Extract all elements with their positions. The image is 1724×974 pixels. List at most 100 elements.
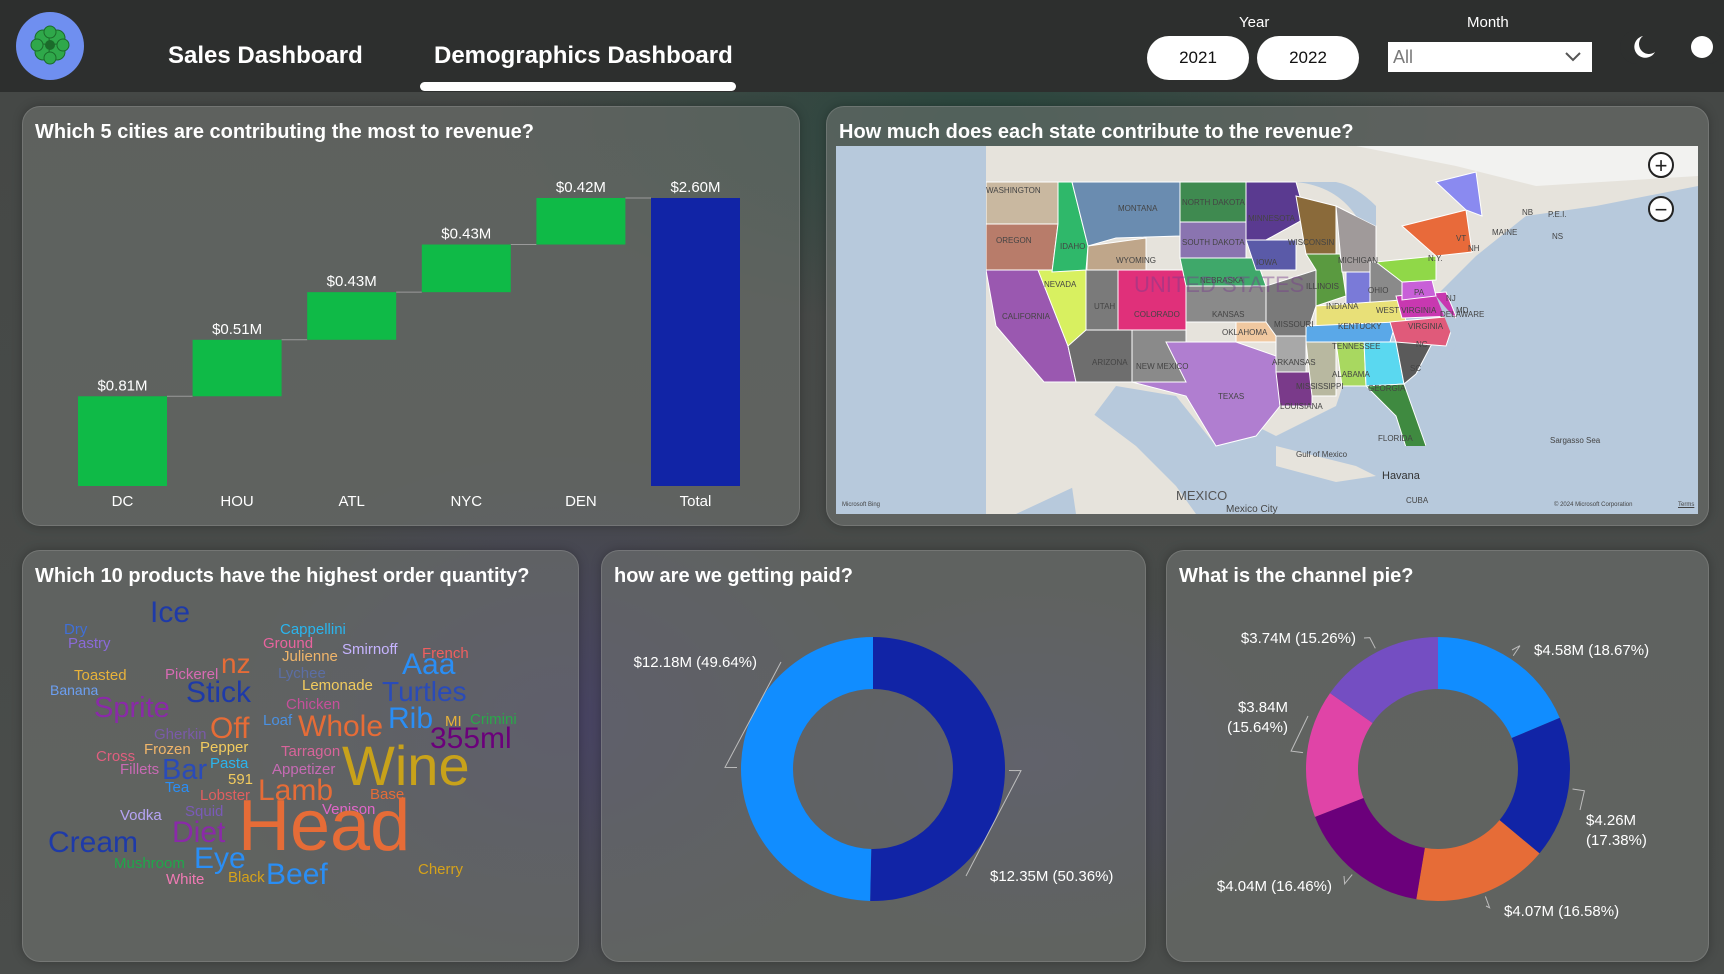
word-cloud-word[interactable]: Head — [238, 786, 411, 866]
header-bar: Sales Dashboard Demographics Dashboard Y… — [0, 0, 1724, 92]
word-cloud-word[interactable]: Loaf — [263, 712, 293, 729]
active-tab-indicator — [420, 82, 736, 91]
word-cloud-word[interactable]: Frozen — [144, 741, 191, 758]
waterfall-total-bar[interactable] — [651, 198, 740, 486]
word-cloud-word[interactable]: Vodka — [120, 807, 162, 824]
word-cloud-word[interactable]: Gherkin — [154, 726, 207, 743]
map-state-label: KENTUCKY — [1338, 322, 1382, 331]
donut-slice[interactable] — [1306, 693, 1373, 817]
word-cloud-word[interactable]: Banana — [50, 682, 99, 698]
tab-sales-dashboard[interactable]: Sales Dashboard — [168, 42, 363, 69]
tab-demographics-dashboard[interactable]: Demographics Dashboard — [434, 42, 733, 69]
word-cloud-word[interactable]: Off — [210, 712, 250, 745]
map-state-label: ALABAMA — [1332, 370, 1370, 379]
chevron-down-icon — [1565, 52, 1581, 62]
channel-donut-chart: $4.58M (18.67%) $4.26M (17.38%) $4.07M (16.… — [1217, 630, 1649, 920]
zoom-out-button[interactable]: − — [1648, 196, 1674, 222]
donut-slice[interactable] — [1416, 820, 1540, 901]
word-cloud-word[interactable]: Tea — [165, 779, 190, 796]
word-cloud-word[interactable]: Lamb — [258, 774, 334, 807]
clover-logo — [16, 12, 84, 80]
word-cloud-word[interactable]: Wine — [342, 734, 470, 797]
word-cloud-word[interactable]: Lobster — [200, 787, 251, 804]
word-cloud-word[interactable]: Toasted — [74, 667, 127, 684]
word-cloud-word[interactable]: Pastry — [68, 635, 111, 652]
waterfall-bar[interactable] — [536, 198, 626, 245]
word-cloud-word[interactable]: Cappellini — [280, 621, 346, 638]
word-cloud-word[interactable]: Pickerel — [165, 666, 219, 683]
map-state-label: P.E.I. — [1548, 210, 1567, 219]
word-cloud-word[interactable]: White — [166, 871, 205, 888]
word-cloud-word[interactable]: Ice — [150, 596, 191, 629]
word-cloud-word[interactable]: Squid — [185, 803, 224, 820]
year-2021-button[interactable]: 2021 — [1147, 36, 1249, 80]
word-cloud-word[interactable]: Ground — [263, 635, 314, 652]
word-cloud-word[interactable]: Tarragon — [281, 743, 341, 760]
donut-slice[interactable] — [870, 637, 1005, 901]
word-cloud-word[interactable]: Smirnoff — [342, 641, 398, 658]
word-cloud-word[interactable]: Julienne — [282, 648, 338, 665]
word-cloud-word[interactable]: nz — [221, 648, 251, 679]
waterfall-bar[interactable] — [78, 396, 167, 486]
word-cloud-word[interactable]: Crimini — [470, 711, 517, 728]
word-cloud-word[interactable]: Eye — [194, 842, 246, 875]
word-cloud-word[interactable]: Appetizer — [272, 761, 336, 778]
word-cloud-word[interactable]: Fillets — [120, 761, 160, 778]
map-state-label: UTAH — [1094, 302, 1116, 311]
waterfall-bar[interactable] — [192, 339, 282, 397]
word-cloud-word[interactable]: Venison — [322, 801, 376, 818]
donut-leader-line — [965, 769, 1022, 877]
donut-slice[interactable] — [1438, 637, 1560, 739]
theme-toggle[interactable] — [1620, 30, 1724, 64]
waterfall-bar[interactable] — [421, 244, 511, 293]
word-cloud-word[interactable]: 591 — [228, 771, 254, 788]
word-cloud-word[interactable]: Pasta — [210, 755, 249, 772]
word-cloud-word[interactable]: MI — [445, 713, 462, 730]
donut-leader-line — [1484, 896, 1491, 909]
word-cloud-word[interactable]: Cross — [96, 748, 136, 765]
donut-slice[interactable] — [740, 637, 873, 901]
map-terms-link[interactable]: Terms — [1678, 502, 1695, 508]
word-cloud-word[interactable]: Rib — [388, 702, 434, 735]
donut-slice[interactable] — [1314, 797, 1425, 900]
word-cloud-word[interactable]: Lychee — [278, 665, 326, 682]
map-state-label: NH — [1468, 244, 1480, 253]
waterfall-bar[interactable] — [307, 292, 397, 340]
word-cloud-word[interactable]: Base — [370, 786, 405, 803]
word-cloud-word[interactable]: Diet — [172, 816, 226, 849]
map-state-label: WISCONSIN — [1288, 238, 1335, 247]
donut-slice[interactable] — [1330, 637, 1438, 723]
map-state-label: IOWA — [1256, 258, 1278, 267]
map-state-label: IDAHO — [1060, 242, 1086, 251]
word-cloud-word[interactable]: 355ml — [430, 722, 512, 755]
map-state-label: VIRGINIA — [1408, 322, 1444, 331]
map-state-label: PA — [1414, 288, 1425, 297]
word-cloud-word[interactable]: Bar — [162, 754, 208, 786]
word-cloud-word[interactable]: Mushroom — [114, 855, 185, 872]
word-cloud-word[interactable]: Lemonade — [302, 677, 373, 694]
year-2022-button[interactable]: 2022 — [1257, 36, 1359, 80]
word-cloud-word[interactable]: Chicken — [286, 696, 341, 713]
map-place-label: Havana — [1382, 470, 1420, 482]
donut-data-label: $12.35M (50.36%) — [990, 868, 1113, 885]
word-cloud-word[interactable]: Cream — [48, 826, 139, 859]
word-cloud-word[interactable]: French — [422, 645, 469, 662]
word-cloud-word[interactable]: Aaa — [402, 648, 456, 681]
zoom-in-button[interactable]: + — [1648, 152, 1674, 178]
word-cloud-word[interactable]: Turtles — [382, 676, 467, 707]
month-dropdown[interactable]: All — [1388, 42, 1592, 72]
word-cloud-word[interactable]: Cherry — [418, 861, 464, 878]
word-cloud-word[interactable]: Stick — [186, 676, 252, 709]
word-cloud-word[interactable]: Whole — [298, 710, 384, 743]
word-cloud-word[interactable]: Black — [228, 869, 265, 886]
map-state-label: SOUTH DAKOTA — [1182, 238, 1245, 247]
word-cloud-word[interactable]: Dry — [64, 621, 88, 638]
donut-slice[interactable] — [1499, 717, 1570, 854]
us-states-map[interactable]: WASHINGTON OREGON CALIFORNIA NEVADA IDAH… — [836, 146, 1698, 514]
word-cloud-word[interactable]: Beef — [266, 858, 328, 891]
map-state-label: WYOMING — [1116, 256, 1156, 265]
word-cloud-word[interactable]: Pepper — [200, 739, 249, 756]
word-cloud-word[interactable]: Sprite — [94, 692, 170, 724]
map-state-label: MINNESOTA — [1248, 214, 1295, 223]
donut-leader-line — [1572, 788, 1585, 811]
